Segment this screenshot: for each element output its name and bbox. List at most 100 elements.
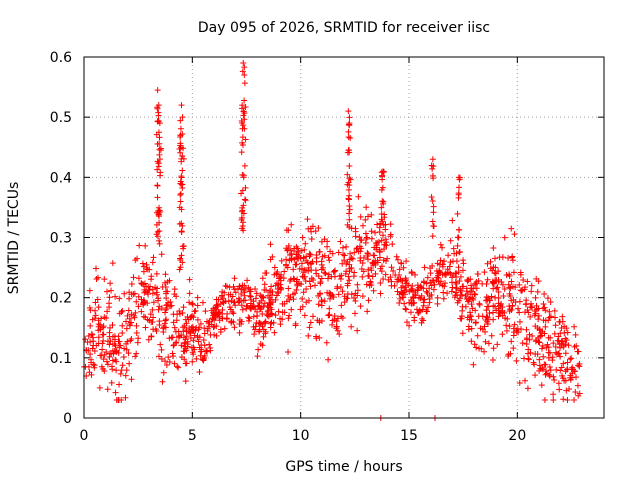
data-point <box>139 260 146 267</box>
x-axis-label: GPS time / hours <box>285 459 402 475</box>
data-point <box>128 376 135 383</box>
data-point <box>183 320 190 327</box>
data-point <box>486 310 493 317</box>
data-point <box>156 237 163 244</box>
data-point <box>82 336 89 343</box>
data-point <box>239 139 246 146</box>
data-point <box>544 295 551 302</box>
data-point <box>399 290 406 297</box>
data-point <box>337 238 344 245</box>
data-point <box>239 214 246 221</box>
data-point <box>154 166 161 173</box>
data-point <box>181 356 188 363</box>
data-point <box>166 277 173 284</box>
data-point <box>170 353 177 360</box>
data-point <box>175 364 182 371</box>
data-point <box>223 283 230 290</box>
data-point <box>179 167 186 174</box>
data-point <box>324 289 331 296</box>
data-point <box>325 312 332 319</box>
data-point <box>497 302 504 309</box>
data-point <box>492 270 499 277</box>
data-point <box>92 299 99 306</box>
data-point <box>472 319 479 326</box>
data-point <box>354 281 361 288</box>
data-point <box>162 271 169 278</box>
data-point <box>384 255 391 262</box>
data-point <box>100 331 107 338</box>
data-point <box>428 291 435 298</box>
data-point <box>125 307 132 314</box>
data-point <box>317 280 324 287</box>
data-point <box>135 275 142 282</box>
data-point <box>140 268 147 275</box>
data-point <box>111 336 118 343</box>
data-point <box>359 293 366 300</box>
data-point <box>155 159 162 166</box>
data-point <box>455 234 462 241</box>
data-point <box>160 369 167 376</box>
data-point <box>455 184 462 191</box>
data-point <box>490 302 497 309</box>
data-point <box>335 291 342 298</box>
data-point <box>156 140 163 147</box>
data-point <box>281 268 288 275</box>
data-point <box>89 331 96 338</box>
data-point <box>535 316 542 323</box>
data-point <box>128 281 135 288</box>
data-point <box>511 321 518 328</box>
data-point <box>534 288 541 295</box>
data-point <box>494 284 501 291</box>
data-point <box>157 209 164 216</box>
data-point <box>267 311 274 318</box>
data-point <box>156 151 163 158</box>
data-point <box>239 225 246 232</box>
data-point <box>156 240 163 247</box>
data-point <box>153 327 160 334</box>
data-point <box>459 267 466 274</box>
data-point <box>259 323 266 330</box>
data-point <box>238 117 245 124</box>
data-point <box>267 241 274 248</box>
data-point <box>368 211 375 218</box>
data-point <box>106 333 113 340</box>
data-point <box>155 102 162 109</box>
data-point <box>177 117 184 124</box>
data-point <box>488 332 495 339</box>
data-point <box>318 238 325 245</box>
data-point <box>91 315 98 322</box>
data-point <box>176 146 183 153</box>
data-point <box>163 316 170 323</box>
data-point <box>197 320 204 327</box>
data-point <box>346 216 353 223</box>
data-point <box>231 299 238 306</box>
data-point <box>283 256 290 263</box>
data-point <box>456 226 463 233</box>
data-point <box>357 257 364 264</box>
data-point <box>541 304 548 311</box>
data-point <box>176 310 183 317</box>
data-point <box>149 290 156 297</box>
data-point <box>182 336 189 343</box>
data-point <box>238 302 245 309</box>
data-point <box>551 330 558 337</box>
data-point <box>298 247 305 254</box>
data-point <box>308 228 315 235</box>
data-point <box>207 344 214 351</box>
data-point <box>290 266 297 273</box>
data-point <box>104 386 111 393</box>
data-point <box>198 346 205 353</box>
data-point <box>263 287 270 294</box>
data-point <box>222 282 229 289</box>
data-point <box>508 225 515 232</box>
data-point <box>241 110 248 117</box>
data-point <box>296 265 303 272</box>
data-point <box>85 363 92 370</box>
data-point <box>113 367 120 374</box>
data-point <box>355 193 362 200</box>
data-point <box>506 323 513 330</box>
data-point <box>510 269 517 276</box>
data-point <box>148 333 155 340</box>
data-point <box>348 255 355 262</box>
data-point <box>430 223 437 230</box>
